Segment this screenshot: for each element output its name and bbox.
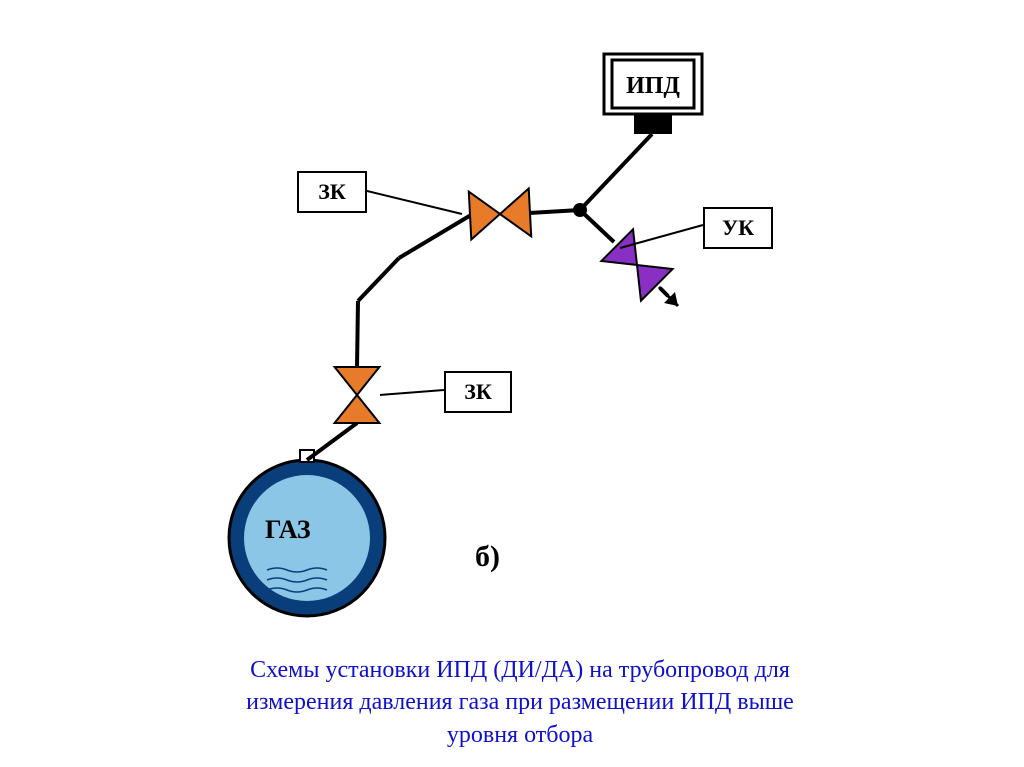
label-zk-lower: ЗК (444, 371, 512, 413)
pipeline-diagram: ГАЗ ИПД (0, 0, 1024, 650)
device-label: ИПД (626, 73, 680, 99)
pipe-segment (529, 210, 580, 213)
valve-zk-upper-icon (469, 188, 531, 239)
pipe-segment (399, 215, 471, 258)
label-zk-upper-text: ЗК (318, 179, 346, 205)
label-zk-lower-text: ЗК (464, 379, 492, 405)
leader-line (380, 390, 444, 395)
pipe-segment (580, 210, 614, 242)
panel-letter: б) (475, 540, 500, 574)
label-zk-upper: ЗК (297, 171, 367, 213)
figure-caption: Схемы установки ИПД (ДИ/ДА) на трубопров… (160, 654, 880, 751)
label-uk-text: УК (722, 215, 754, 241)
caption-line-2: измерения давления газа при размещении И… (160, 686, 880, 718)
valve-zk-lower-icon (335, 367, 380, 423)
caption-line-3: уровня отбора (160, 719, 880, 751)
leader-line (363, 190, 462, 214)
pipe-segment (307, 423, 357, 460)
device-lead (580, 134, 652, 210)
pipe-segment (358, 258, 399, 301)
pipe-segment (357, 301, 358, 367)
caption-line-1: Схемы установки ИПД (ДИ/ДА) на трубопров… (160, 654, 880, 686)
label-uk: УК (703, 207, 773, 249)
gas-text: ГАЗ (265, 515, 311, 544)
device-stem (634, 114, 672, 134)
